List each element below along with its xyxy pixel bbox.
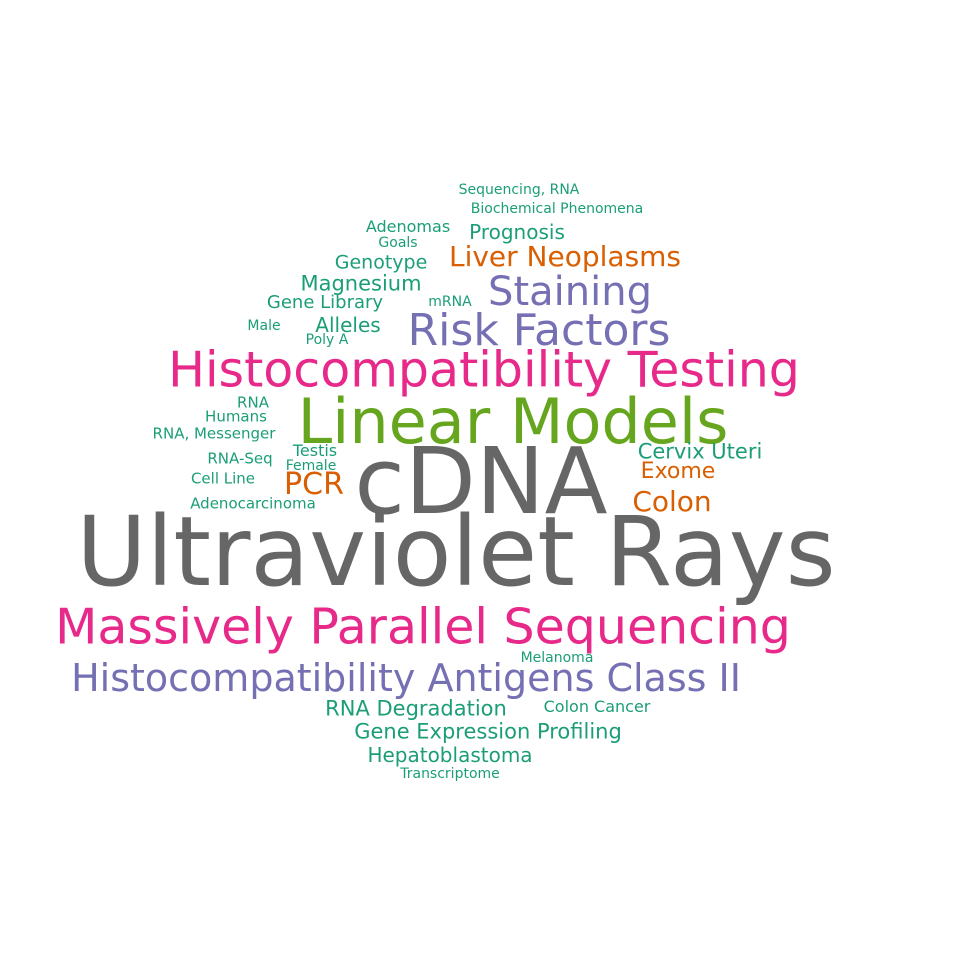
- word: Hepatoblastoma: [367, 743, 533, 767]
- word: Melanoma: [520, 650, 594, 666]
- word: Liver Neoplasms: [448, 240, 682, 273]
- word: Female: [285, 458, 337, 474]
- word: Magnesium: [300, 271, 422, 296]
- word: Cervix Uteri: [637, 439, 763, 464]
- word: Goals: [378, 235, 418, 251]
- word: Staining: [488, 269, 652, 315]
- word: RNA Degradation: [325, 696, 507, 721]
- word: Transcriptome: [400, 766, 500, 782]
- word: Alleles: [315, 313, 381, 337]
- word: Genotype: [334, 251, 428, 274]
- word: Massively Parallel Sequencing: [55, 598, 791, 656]
- word: Gene Library: [266, 292, 384, 313]
- word: Poly A: [305, 332, 349, 348]
- word: cDNA: [354, 428, 608, 535]
- word: mRNA: [428, 294, 472, 310]
- word: Gene Expression Profiling: [354, 719, 622, 744]
- word: Exome: [640, 459, 716, 484]
- word: Testis: [292, 441, 338, 460]
- word: Cell Line: [190, 469, 256, 488]
- word: RNA: [237, 393, 269, 412]
- word: Colon Cancer: [543, 697, 651, 716]
- word: Histocompatibility Antigens Class II: [71, 656, 741, 700]
- word: Ultraviolet Rays: [76, 496, 836, 608]
- word: Sequencing, RNA: [458, 182, 580, 198]
- word: Adenocarcinoma: [190, 494, 316, 513]
- word: Linear Models: [297, 385, 729, 458]
- word: Histocompatibility Testing: [168, 341, 800, 399]
- word: Humans: [205, 407, 267, 426]
- word: PCR: [284, 467, 344, 502]
- word: Male: [247, 318, 281, 334]
- word: Risk Factors: [407, 305, 671, 356]
- word: RNA-Seq: [207, 449, 273, 468]
- word: Adenomas: [365, 217, 451, 236]
- word: RNA, Messenger: [152, 424, 276, 443]
- word: Prognosis: [469, 220, 565, 244]
- word: Colon: [632, 485, 712, 518]
- word: Biochemical Phenomena: [470, 201, 644, 217]
